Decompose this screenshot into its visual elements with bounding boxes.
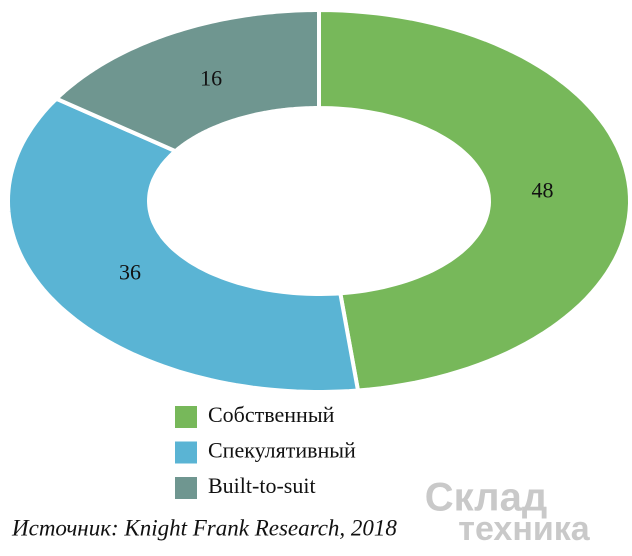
legend-label: Спекулятивный xyxy=(208,438,356,463)
watermark: техника xyxy=(458,510,590,548)
legend-swatch xyxy=(175,441,197,464)
watermark: Склад xyxy=(425,476,547,520)
data-label: 48 xyxy=(531,177,553,202)
legend-swatch xyxy=(175,477,197,499)
legend-swatch xyxy=(175,406,197,428)
legend-label: Собственный xyxy=(208,402,335,427)
source-note: Источник: Knight Frank Research, 2018 xyxy=(11,515,397,540)
donut-segment xyxy=(52,8,321,154)
legend-label: Built-to-suit xyxy=(208,473,316,498)
donut-segment xyxy=(317,7,632,393)
data-label: 36 xyxy=(119,260,141,285)
data-label: 16 xyxy=(200,66,222,91)
